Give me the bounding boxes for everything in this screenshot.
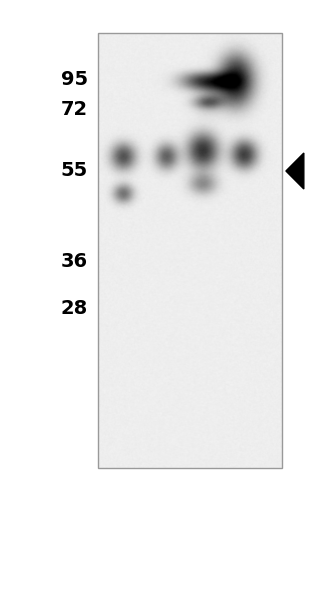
- Text: 95: 95: [61, 70, 88, 89]
- Text: 55: 55: [61, 161, 88, 181]
- Polygon shape: [286, 153, 304, 189]
- Bar: [98, 33, 282, 468]
- Text: 28: 28: [61, 299, 88, 319]
- Text: 72: 72: [61, 100, 88, 119]
- Text: 36: 36: [61, 251, 88, 271]
